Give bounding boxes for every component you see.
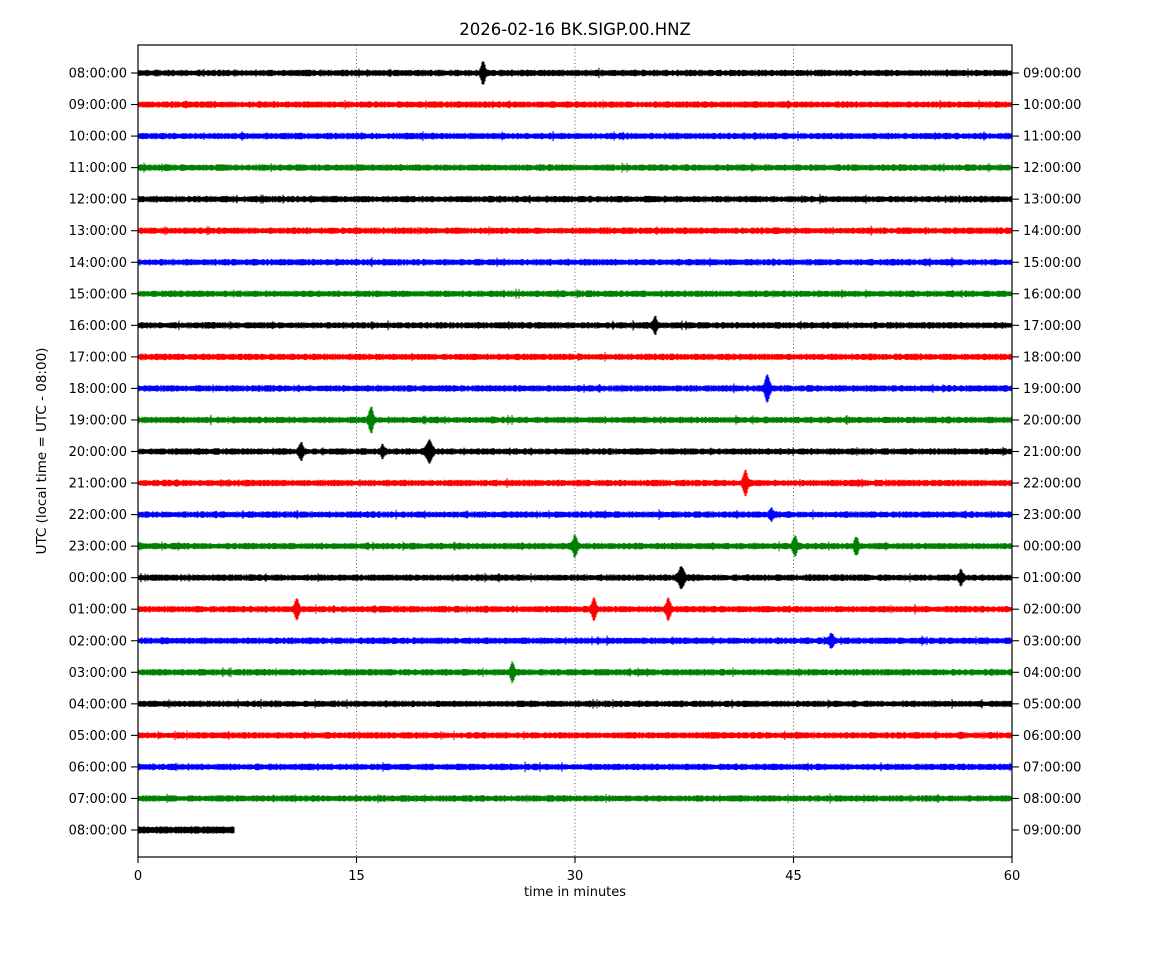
local-time-label-row-5: 13:00:00 bbox=[1023, 193, 1081, 208]
utc-time-label-row-14: 21:00:00 bbox=[69, 477, 127, 492]
trace-row-2 bbox=[137, 99, 1013, 110]
local-time-label-row-10: 18:00:00 bbox=[1023, 350, 1081, 365]
utc-time-label-row-13: 20:00:00 bbox=[69, 445, 127, 460]
local-time-label-row-24: 08:00:00 bbox=[1023, 792, 1081, 807]
utc-time-label-row-9: 16:00:00 bbox=[69, 319, 127, 334]
y-axis-label: UTC (local time = UTC - 08:00) bbox=[34, 348, 50, 555]
tick-labels: 0 15 30 45 60 08:00:00 09:00:00 09:00:00 10:00:0… bbox=[69, 67, 1082, 885]
local-time-label-row-8: 16:00:00 bbox=[1023, 287, 1081, 302]
trace-row-23 bbox=[137, 761, 1013, 773]
utc-time-label-row-7: 14:00:00 bbox=[69, 256, 127, 271]
x-tick-label-60: 60 bbox=[1004, 869, 1021, 884]
utc-time-label-row-15: 22:00:00 bbox=[69, 508, 127, 523]
trace-row-16 bbox=[137, 533, 1013, 559]
utc-time-label-row-3: 10:00:00 bbox=[69, 130, 127, 145]
utc-time-label-row-20: 03:00:00 bbox=[69, 666, 127, 681]
x-tick-label-30: 30 bbox=[567, 869, 584, 884]
local-time-label-row-14: 22:00:00 bbox=[1023, 477, 1081, 492]
utc-time-label-row-4: 11:00:00 bbox=[69, 161, 127, 176]
utc-time-label-row-16: 23:00:00 bbox=[69, 540, 127, 555]
local-time-label-row-12: 20:00:00 bbox=[1023, 413, 1081, 428]
utc-time-label-row-10: 17:00:00 bbox=[69, 350, 127, 365]
trace-lines bbox=[137, 61, 1013, 834]
local-time-label-row-22: 06:00:00 bbox=[1023, 729, 1081, 744]
utc-time-label-row-25: 08:00:00 bbox=[69, 824, 127, 839]
local-time-label-row-13: 21:00:00 bbox=[1023, 445, 1081, 460]
local-time-label-row-6: 14:00:00 bbox=[1023, 224, 1081, 239]
local-time-label-row-1: 09:00:00 bbox=[1023, 67, 1081, 82]
local-time-label-row-17: 01:00:00 bbox=[1023, 571, 1081, 586]
local-time-label-row-21: 05:00:00 bbox=[1023, 697, 1081, 712]
local-time-label-row-3: 11:00:00 bbox=[1023, 130, 1081, 145]
axes-frame bbox=[131, 44, 1019, 863]
utc-time-label-row-2: 09:00:00 bbox=[69, 98, 127, 113]
utc-time-label-row-6: 13:00:00 bbox=[69, 224, 127, 239]
x-tick-label-0: 0 bbox=[134, 869, 142, 884]
local-time-label-row-25: 09:00:00 bbox=[1023, 824, 1081, 839]
local-time-label-row-19: 03:00:00 bbox=[1023, 634, 1081, 649]
x-tick-label-45: 45 bbox=[785, 869, 802, 884]
utc-time-label-row-21: 04:00:00 bbox=[69, 697, 127, 712]
local-time-label-row-2: 10:00:00 bbox=[1023, 98, 1081, 113]
trace-row-22 bbox=[137, 730, 1013, 741]
local-time-label-row-20: 04:00:00 bbox=[1023, 666, 1081, 681]
utc-time-label-row-12: 19:00:00 bbox=[69, 413, 127, 428]
local-time-label-row-23: 07:00:00 bbox=[1023, 760, 1081, 775]
x-axis-label: time in minutes bbox=[524, 885, 626, 900]
utc-time-label-row-1: 08:00:00 bbox=[69, 67, 127, 82]
local-time-label-row-9: 17:00:00 bbox=[1023, 319, 1081, 334]
utc-time-label-row-11: 18:00:00 bbox=[69, 382, 127, 397]
local-time-label-row-4: 12:00:00 bbox=[1023, 161, 1081, 176]
local-time-label-row-11: 19:00:00 bbox=[1023, 382, 1081, 397]
local-time-label-row-7: 15:00:00 bbox=[1023, 256, 1081, 271]
utc-time-label-row-19: 02:00:00 bbox=[69, 634, 127, 649]
trace-row-7 bbox=[137, 257, 1013, 268]
utc-time-label-row-8: 15:00:00 bbox=[69, 287, 127, 302]
local-time-label-row-16: 00:00:00 bbox=[1023, 540, 1081, 555]
trace-row-25 bbox=[137, 826, 235, 834]
utc-time-label-row-24: 07:00:00 bbox=[69, 792, 127, 807]
trace-row-12 bbox=[137, 406, 1013, 434]
utc-time-label-row-18: 01:00:00 bbox=[69, 603, 127, 618]
trace-row-5 bbox=[137, 194, 1013, 205]
utc-time-label-row-23: 06:00:00 bbox=[69, 760, 127, 775]
utc-time-label-row-22: 05:00:00 bbox=[69, 729, 127, 744]
trace-row-9 bbox=[137, 315, 1013, 335]
utc-time-label-row-5: 12:00:00 bbox=[69, 193, 127, 208]
trace-row-10 bbox=[137, 352, 1013, 362]
utc-time-label-row-17: 00:00:00 bbox=[69, 571, 127, 586]
trace-row-6 bbox=[137, 225, 1013, 236]
local-time-label-row-15: 23:00:00 bbox=[1023, 508, 1081, 523]
x-tick-label-15: 15 bbox=[348, 869, 365, 884]
trace-row-3 bbox=[137, 131, 1013, 142]
trace-row-24 bbox=[137, 793, 1013, 804]
chart-title: 2026-02-16 BK.SIGP.00.HNZ bbox=[459, 20, 691, 39]
local-time-label-row-18: 02:00:00 bbox=[1023, 603, 1081, 618]
